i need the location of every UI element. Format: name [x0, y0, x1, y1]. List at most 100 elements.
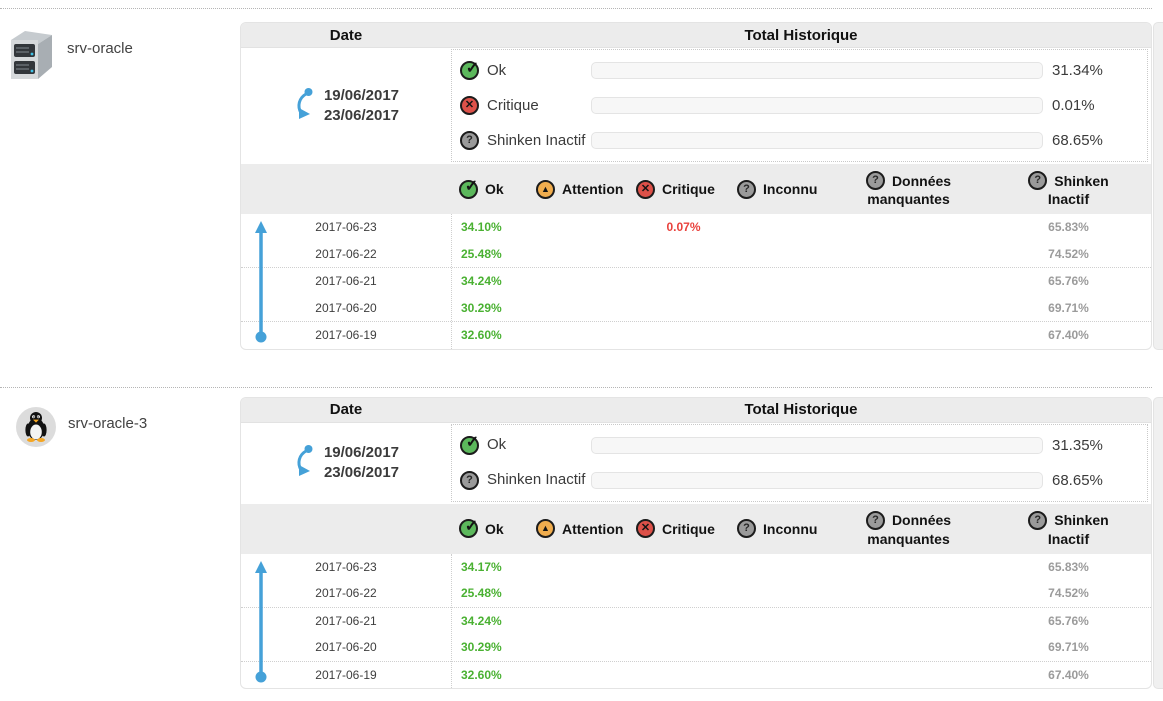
unknown-status-icon: ?: [1028, 510, 1048, 530]
cell-critique: 0.07%: [666, 220, 701, 235]
table-row: 2017-06-19 32.60% 67.40%: [241, 662, 1151, 689]
host-name: srv-oracle-3: [68, 414, 148, 432]
section-divider: [0, 8, 1152, 9]
unknown-status-icon: ?: [460, 470, 479, 490]
summary-percent: 68.65%: [1052, 471, 1103, 489]
table-row: 2017-06-22 25.48% 74.52%: [241, 580, 1151, 608]
cell-shinken: 65.83%: [1048, 220, 1089, 235]
critical-status-icon: ✕: [636, 519, 655, 538]
progress-bar-critique: [591, 97, 1043, 114]
date-from: 19/06/2017: [323, 86, 400, 104]
summary-label: Critique: [487, 96, 539, 114]
row-date: 2017-06-20: [315, 300, 377, 315]
cell-shinken: 69.71%: [1048, 640, 1089, 655]
table-row: 2017-06-23 34.17% 65.83%: [241, 554, 1151, 581]
warning-status-icon: ▲: [536, 519, 555, 538]
unknown-status-icon: ?: [865, 171, 885, 190]
unknown-status-icon: ?: [1028, 171, 1048, 190]
date-from: 19/06/2017: [323, 443, 400, 461]
curved-arrow-icon: [293, 87, 315, 126]
row-date: 2017-06-23: [315, 559, 377, 574]
table-row: 2017-06-21 34.24% 65.76%: [241, 268, 1151, 295]
unknown-status-icon: ?: [737, 519, 756, 538]
critical-status-icon: ✕: [460, 96, 479, 115]
date-to: 23/06/2017: [323, 107, 400, 124]
ok-status-icon: ✓: [459, 518, 478, 538]
cell-shinken: 65.83%: [1048, 559, 1089, 574]
host-cell: srv-oracle: [0, 22, 240, 87]
column-header-shinken-inactif: ? Shinken Inactif: [986, 510, 1151, 547]
cell-shinken: 74.52%: [1048, 246, 1089, 261]
summary-row-ok: ✓ Ok 31.34%: [452, 53, 1147, 88]
timeline-arrow-icon: [253, 220, 269, 349]
ok-status-icon: ✓: [460, 60, 479, 80]
summary-label: Shinken Inactif: [487, 471, 586, 489]
server-icon: [8, 28, 55, 87]
summary-percent: 31.35%: [1052, 436, 1103, 454]
cell-shinken: 65.76%: [1048, 274, 1089, 289]
cell-ok: 30.29%: [461, 300, 502, 315]
critical-status-icon: ✕: [636, 179, 655, 199]
cell-ok: 34.10%: [461, 220, 502, 235]
progress-bar-ok: [591, 436, 1043, 454]
row-date: 2017-06-20: [315, 640, 377, 655]
table-row: 2017-06-22 25.48% 74.52%: [241, 241, 1151, 268]
table-row: 2017-06-19 32.60% 67.40%: [241, 322, 1151, 349]
cell-ok: 32.60%: [461, 667, 502, 682]
section-divider: [0, 386, 1152, 388]
summary-label: Ok: [487, 61, 507, 79]
summary-label: Ok: [487, 436, 507, 454]
row-date: 2017-06-21: [315, 613, 377, 628]
cell-shinken: 65.76%: [1048, 613, 1089, 628]
summary-row-critique: ✕ Critique 0.01%: [452, 88, 1147, 123]
unknown-status-icon: ?: [865, 510, 885, 530]
host-section-srv-oracle: srv-oracle Date Total Historique: [0, 8, 1163, 350]
column-header-shinken-inactif: ? Shinken Inactif: [986, 171, 1151, 207]
table-header-row: Date Total Historique: [241, 23, 1151, 48]
clipped-next-card-strip: [1153, 396, 1163, 689]
table-row: 2017-06-23 34.10% 0.07% 65.83%: [241, 214, 1151, 241]
availability-table: Date Total Historique 19/0: [240, 22, 1152, 350]
row-date: 2017-06-23: [315, 220, 377, 235]
row-date: 2017-06-19: [315, 328, 377, 343]
summary-row-ok: ✓ Ok 31.35%: [452, 428, 1147, 463]
summary-label: Shinken Inactif: [487, 131, 586, 149]
row-date: 2017-06-22: [315, 246, 377, 261]
column-header-ok: ✓ Ok: [451, 179, 536, 199]
date-range-control[interactable]: 19/06/2017 23/06/2017: [241, 423, 451, 504]
unknown-status-icon: ?: [460, 131, 479, 150]
column-header-inconnu: ? Inconnu: [731, 519, 831, 538]
cell-shinken: 67.40%: [1048, 328, 1089, 343]
column-header-attention: ▲ Attention: [536, 519, 636, 538]
date-range: 19/06/2017 23/06/2017: [324, 443, 399, 484]
column-header-critique: ✕ Critique: [636, 519, 731, 538]
table-row: 2017-06-20 30.29% 69.71%: [241, 634, 1151, 662]
history-column-header: Total Historique: [744, 401, 858, 418]
total-history-summary: ✓ Ok 31.34% ✕ Critique 0.01% ?: [451, 49, 1148, 162]
cell-ok: 25.48%: [461, 586, 502, 601]
date-range-control[interactable]: 19/06/2017 23/06/2017: [241, 48, 451, 164]
summary-row-shinken-inactif: ? Shinken Inactif 68.65%: [452, 123, 1147, 158]
row-date: 2017-06-19: [315, 667, 377, 682]
cell-ok: 30.29%: [461, 640, 502, 655]
column-header-attention: ▲ Attention: [536, 179, 636, 199]
status-columns-header: ✓ Ok ▲ Attention ✕ Critique ? Inconnu: [241, 503, 1151, 554]
column-header-donnees-manquantes: ? Données manquantes: [865, 171, 952, 207]
row-date: 2017-06-21: [315, 274, 377, 289]
cell-ok: 34.24%: [461, 613, 502, 628]
status-columns-header: ✓ Ok ▲ Attention ✕ Critique ? Inconnu: [241, 164, 1151, 214]
cell-ok: 25.48%: [461, 246, 502, 261]
summary-percent: 31.34%: [1052, 62, 1103, 79]
daily-rows: 2017-06-23 34.17% 65.83% 2017-06-22 25.4…: [241, 553, 1151, 689]
cell-ok: 32.60%: [461, 328, 502, 343]
column-header-inconnu: ? Inconnu: [731, 179, 831, 199]
table-row: 2017-06-21 34.24% 65.76%: [241, 608, 1151, 635]
host-name: srv-oracle: [67, 40, 133, 57]
daily-rows: 2017-06-23 34.10% 0.07% 65.83% 2017-06-2…: [241, 214, 1151, 349]
progress-bar-shinken: [591, 132, 1043, 149]
date-column-header: Date: [329, 26, 363, 44]
date-column-header: Date: [329, 401, 363, 418]
summary-percent: 0.01%: [1052, 97, 1095, 114]
summary-percent: 68.65%: [1052, 132, 1103, 149]
